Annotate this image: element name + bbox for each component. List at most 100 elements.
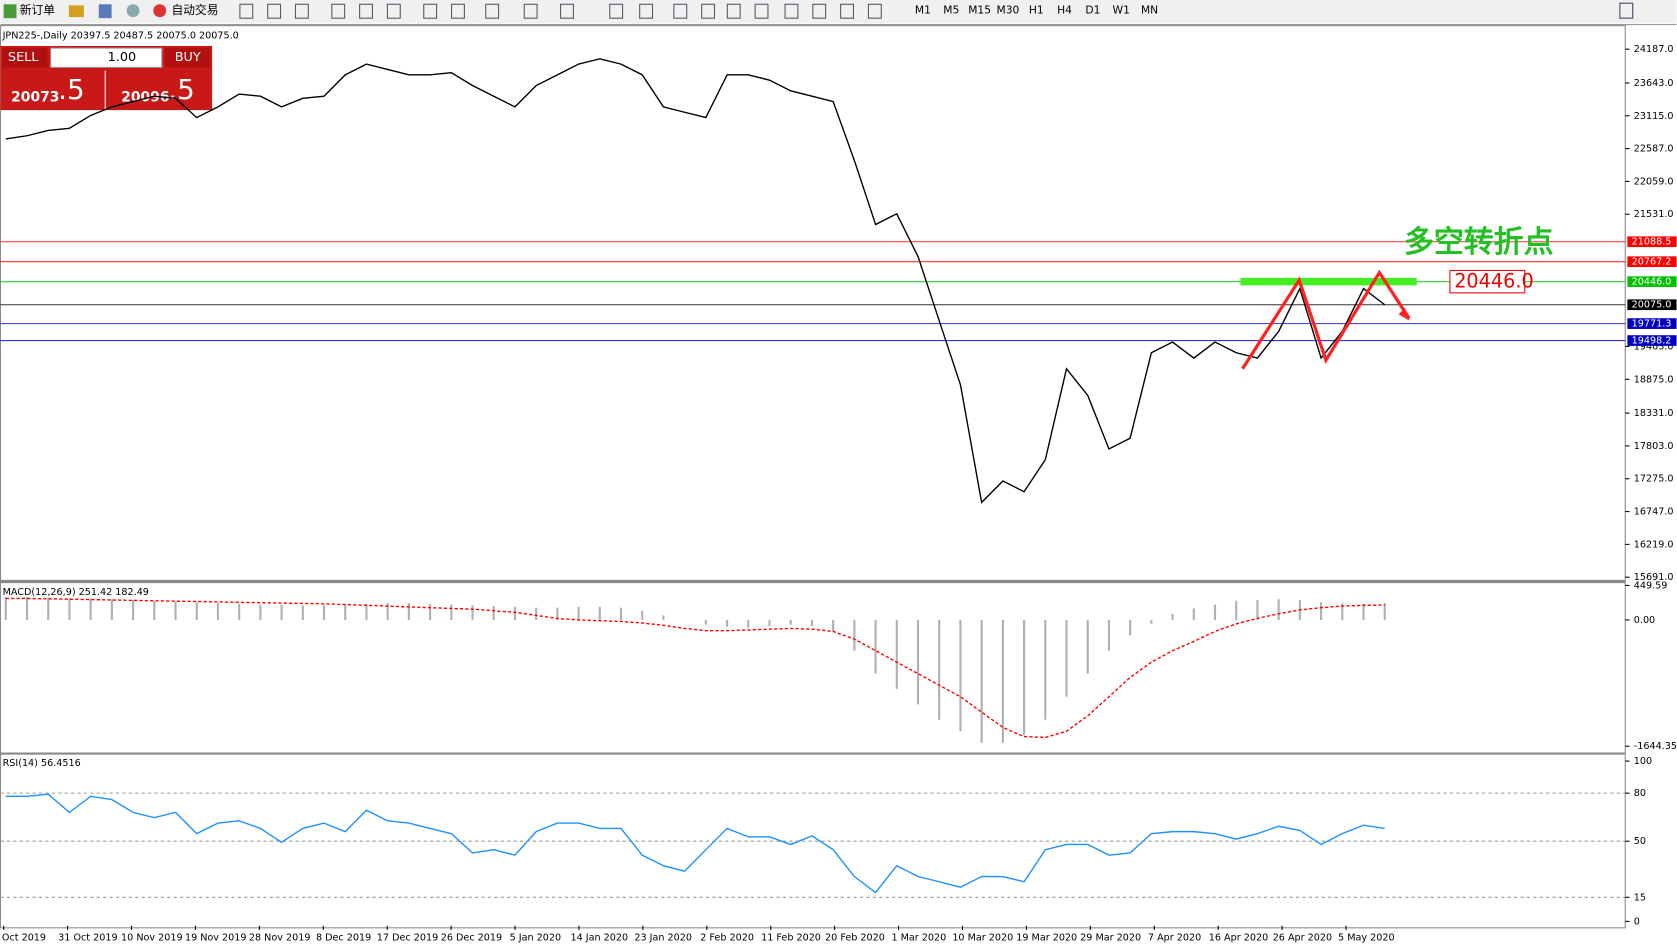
tool-icon[interactable] [126, 4, 140, 18]
auto-trade-icon[interactable] [153, 4, 167, 18]
ask-pips[interactable]: .5 [168, 73, 195, 106]
tool-icon[interactable] [359, 3, 373, 19]
tool-icon[interactable] [673, 3, 688, 19]
price-level-label: 21088.5 [1632, 237, 1672, 248]
price-level-box [1627, 236, 1677, 248]
tool-icon[interactable] [331, 3, 346, 19]
search-icon[interactable] [1619, 2, 1634, 19]
y-tick-label: 21531.0 [1634, 209, 1674, 220]
tool-icon[interactable] [523, 3, 538, 19]
y-tick-label: -1644.35 [1634, 741, 1677, 752]
tool-icon[interactable] [267, 3, 282, 19]
x-tick-label: Oct 2019 [2, 932, 46, 943]
tool-icon[interactable] [98, 4, 112, 19]
tool-icon[interactable] [239, 3, 254, 19]
macd-bar [386, 603, 389, 620]
tool-icon[interactable] [560, 3, 574, 19]
x-tick-label: 7 Apr 2020 [1148, 932, 1201, 943]
tool-icon[interactable] [754, 3, 769, 19]
macd-bar [916, 619, 920, 705]
macd-bar [322, 605, 326, 620]
price-level-label: 20446.0 [1632, 277, 1672, 288]
timeframe[interactable]: MN [1141, 4, 1158, 17]
macd-bar [619, 607, 623, 620]
macd-bar [238, 603, 241, 620]
macd-bar [535, 607, 538, 620]
x-tick-label: 11 Feb 2020 [761, 932, 821, 943]
tool-icon[interactable] [485, 3, 500, 19]
tool-icon[interactable] [867, 3, 882, 19]
y-tick-label: 449.59 [1634, 580, 1668, 591]
x-tick-label: 26 Apr 2020 [1273, 932, 1332, 943]
macd-bar [195, 602, 198, 620]
y-tick-label: 18331.0 [1634, 408, 1674, 419]
price-level-box [1627, 299, 1677, 311]
x-tick-label: 5 May 2020 [1338, 932, 1395, 943]
tool-icon[interactable] [451, 3, 465, 19]
timeframe[interactable]: W1 [1113, 4, 1130, 17]
macd-bar [1235, 600, 1238, 620]
macd-bar [492, 606, 495, 620]
tool-icon[interactable] [294, 3, 309, 19]
tool-icon[interactable] [68, 5, 84, 18]
buy-label[interactable]: BUY [175, 50, 201, 65]
timeframe[interactable]: M15 [968, 4, 991, 17]
timeframe[interactable]: D1 [1085, 4, 1100, 17]
lot-input[interactable] [50, 47, 163, 68]
sell-button[interactable] [2, 48, 48, 68]
timeframe[interactable]: H4 [1057, 4, 1072, 17]
y-tick-label: 19403.0 [1634, 341, 1674, 352]
x-tick-label: 5 Jan 2020 [510, 932, 562, 943]
macd-bar [1107, 619, 1111, 651]
y-tick-label: 23115.0 [1634, 111, 1674, 122]
annotation-box [1449, 269, 1526, 294]
bid-pips[interactable]: .5 [58, 73, 85, 106]
macd-bar [429, 603, 432, 620]
macd-bar [344, 604, 347, 620]
timeframe[interactable]: M1 [915, 4, 931, 17]
y-tick-label: 100 [1634, 756, 1652, 767]
macd-bar [1023, 619, 1026, 736]
auto-trade[interactable]: 自动交易 [171, 3, 218, 17]
macd-bar [450, 604, 453, 620]
macd-bar [662, 615, 665, 620]
sell-label[interactable]: SELL [8, 50, 39, 65]
macd-bar [153, 600, 156, 620]
tool-icon[interactable] [423, 3, 438, 19]
macd-bar [789, 619, 792, 625]
tool-icon[interactable] [386, 3, 401, 19]
y-tick-label: 22059.0 [1634, 176, 1674, 187]
tool-icon[interactable] [840, 3, 854, 19]
macd-bar [513, 606, 517, 620]
timeframe[interactable]: M5 [943, 4, 959, 17]
timeframe[interactable]: M30 [997, 4, 1020, 17]
tool-icon[interactable] [726, 3, 741, 19]
tool-icon[interactable] [812, 3, 827, 19]
bid-main[interactable]: 20073 [11, 89, 59, 105]
macd-bar [1086, 619, 1089, 674]
arrow-head [1398, 307, 1410, 321]
lot-value[interactable]: 1.00 [108, 50, 137, 65]
macd-bar [1171, 613, 1174, 620]
x-tick-label: 31 Oct 2019 [58, 932, 117, 943]
macd-bar [1129, 619, 1132, 636]
tool-icon[interactable] [701, 3, 716, 19]
tool-icon[interactable] [639, 3, 654, 19]
macd-bar [280, 604, 283, 620]
buy-button[interactable] [165, 48, 210, 68]
timeframe[interactable]: H1 [1029, 4, 1044, 17]
macd-bar [4, 596, 7, 620]
new-order-icon[interactable] [3, 4, 17, 19]
x-tick-label: 26 Dec 2019 [441, 932, 502, 943]
x-tick-label: 19 Nov 2019 [185, 932, 247, 943]
x-tick-label: 16 Apr 2020 [1209, 932, 1268, 943]
macd-bar [577, 606, 580, 620]
x-tick-label: 14 Jan 2020 [570, 932, 628, 943]
new-order[interactable]: 新订单 [20, 3, 55, 17]
x-tick-label: 1 Mar 2020 [891, 932, 946, 943]
chart-area [0, 25, 1626, 929]
tool-icon[interactable] [609, 3, 624, 19]
x-tick-label: 2 Feb 2020 [700, 932, 754, 943]
y-tick-label: 80 [1634, 788, 1646, 799]
tool-icon[interactable] [784, 3, 799, 19]
